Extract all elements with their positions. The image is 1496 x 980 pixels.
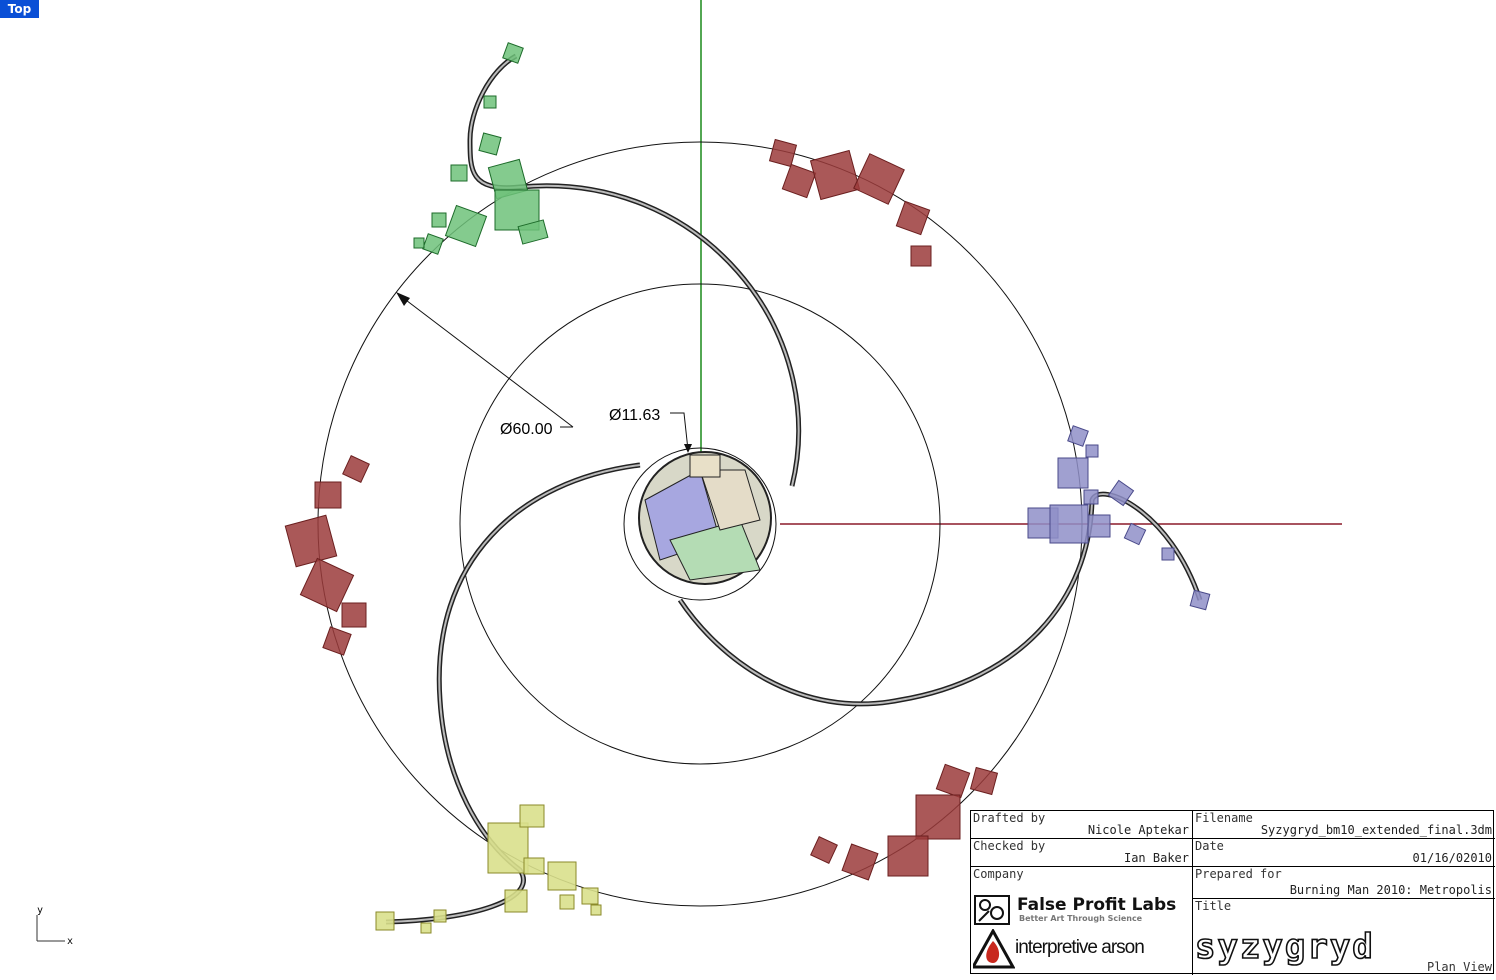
- logo2-name: interpretive arson: [1015, 937, 1145, 958]
- title-label: Title: [1195, 899, 1232, 913]
- interpretive-arson-logo: interpretive arson: [970, 927, 1191, 969]
- title-block: Drafted by Nicole Aptekar Checked by Ian…: [970, 810, 1495, 975]
- false-profit-labs-logo: False Profit Labs Better Art Through Sci…: [973, 893, 1191, 927]
- checked-by-value: Ian Baker: [1123, 851, 1189, 865]
- flame-icon: [970, 927, 1016, 969]
- axis-y-letter: y: [37, 905, 43, 916]
- dimension-outer-leader: [396, 292, 574, 428]
- central-hub: [638, 451, 772, 585]
- inner-circle: [623, 447, 777, 601]
- checked-by-cell: Checked by Ian Baker: [971, 839, 1193, 867]
- company-label: Company: [973, 867, 1024, 881]
- axis-x-letter: x: [67, 936, 73, 947]
- dimension-outer-text: Ø60.00: [500, 421, 553, 438]
- filename-label: Filename: [1195, 811, 1253, 825]
- date-cell: Date 01/16/02010: [1193, 839, 1495, 867]
- date-value: 01/16/02010: [1412, 851, 1492, 865]
- viewport-label[interactable]: Top: [0, 0, 39, 18]
- dimension-inner-text: Ø11.63: [609, 407, 660, 424]
- purple-cluster: [1027, 425, 1211, 611]
- checked-by-label: Checked by: [973, 839, 1046, 853]
- prepared-for-label: Prepared for: [1195, 867, 1282, 881]
- robot-icon: [974, 895, 1010, 925]
- prepared-for-value: Burning Man 2010: Metropolis: [1289, 883, 1492, 897]
- drafted-by-label: Drafted by: [973, 811, 1046, 825]
- green-cluster: [413, 42, 549, 255]
- title-cell: Title syzygryd Plan View: [1193, 899, 1495, 975]
- dimension-inner-leader: [670, 412, 692, 453]
- drafted-by-cell: Drafted by Nicole Aptekar: [971, 811, 1193, 839]
- drafted-by-value: Nicole Aptekar: [1087, 823, 1189, 837]
- date-label: Date: [1195, 839, 1224, 853]
- brand-title: syzygryd: [1194, 926, 1375, 968]
- view-name: Plan View: [1426, 960, 1492, 974]
- red-boxes: [284, 138, 999, 881]
- prepared-for-cell: Prepared for Burning Man 2010: Metropoli…: [1193, 867, 1495, 899]
- filename-value: Syzygryd_bm10_extended_final.3dm: [1260, 823, 1492, 837]
- logo1-tagline: Better Art Through Science: [1019, 914, 1143, 923]
- yellow-cluster: [375, 804, 602, 934]
- company-cell: Company False Profit Labs Better Art Thr…: [970, 867, 1193, 975]
- axis-indicator: y x: [36, 905, 73, 947]
- middle-circle: [459, 283, 941, 765]
- logo1-name: False Profit Labs: [1017, 895, 1177, 915]
- filename-cell: Filename Syzygryd_bm10_extended_final.3d…: [1193, 811, 1495, 839]
